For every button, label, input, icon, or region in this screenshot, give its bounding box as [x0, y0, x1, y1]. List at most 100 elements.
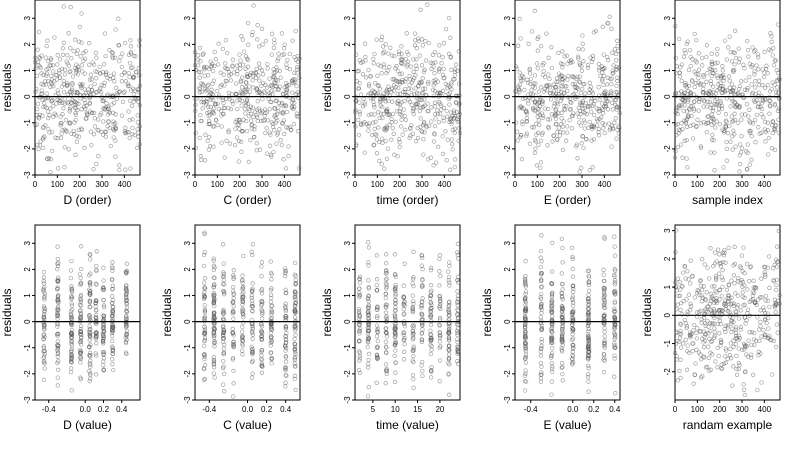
residual-point	[366, 329, 371, 334]
residual-point	[587, 119, 592, 125]
residual-point	[43, 55, 48, 60]
residual-point	[580, 86, 585, 92]
residual-point	[560, 77, 565, 82]
residual-point	[269, 154, 274, 159]
residual-point	[268, 143, 273, 148]
residual-point	[447, 283, 452, 288]
residual-point	[569, 100, 574, 105]
residual-point	[736, 86, 742, 92]
residual-point	[110, 338, 115, 343]
residual-point	[513, 64, 519, 69]
residual-point	[770, 372, 775, 377]
residual-point	[602, 89, 607, 95]
residual-point	[539, 326, 544, 331]
residual-point	[42, 361, 47, 366]
residual-point	[259, 260, 265, 265]
x-axis-label: time (value)	[376, 418, 439, 432]
residual-point	[44, 73, 49, 78]
residual-point	[100, 132, 106, 137]
y-tick-label: 1	[663, 284, 672, 289]
residual-point	[221, 272, 227, 277]
residual-point	[586, 296, 591, 302]
residual-point	[290, 97, 296, 103]
residual-point	[96, 128, 101, 133]
residual-point	[53, 72, 58, 78]
residual-point	[110, 347, 115, 352]
residual-point	[763, 298, 768, 303]
residual-point	[273, 81, 278, 86]
residual-point	[420, 296, 425, 301]
residual-point	[257, 147, 263, 152]
x-tick-label: 300	[575, 180, 589, 189]
residual-point	[294, 83, 299, 89]
residual-point	[243, 66, 248, 71]
residual-point	[446, 360, 451, 366]
residual-point	[55, 314, 60, 319]
residual-point	[33, 66, 38, 71]
residual-point	[205, 138, 210, 144]
residual-point	[281, 157, 286, 162]
residual-point	[437, 330, 443, 335]
residual-point	[602, 298, 607, 303]
residual-point	[588, 99, 594, 104]
residual-point	[761, 305, 766, 310]
residual-point	[410, 293, 415, 298]
residual-point	[119, 64, 125, 70]
residual-point	[397, 91, 403, 97]
residual-point	[606, 121, 612, 126]
residual-point	[422, 67, 427, 72]
residual-point	[284, 314, 289, 319]
residual-point	[614, 64, 619, 70]
residual-point	[93, 351, 98, 356]
residual-point	[211, 144, 216, 149]
residual-point	[269, 120, 274, 125]
residual-point	[46, 66, 51, 71]
residual-point	[709, 122, 714, 127]
residual-point	[108, 73, 113, 78]
residual-point	[559, 110, 564, 115]
x-axis-label: C (value)	[223, 418, 272, 432]
residual-point	[724, 139, 729, 145]
residual-point	[74, 139, 80, 144]
residual-point	[384, 270, 389, 276]
residual-point	[610, 107, 616, 112]
y-tick-label: -3	[343, 171, 352, 179]
residual-point	[285, 57, 290, 63]
residual-point	[739, 112, 745, 117]
x-axis-label: randam example	[683, 418, 773, 432]
residual-point	[411, 348, 416, 354]
residual-point	[55, 88, 60, 93]
residual-point	[570, 254, 575, 259]
residual-point	[730, 134, 735, 139]
residual-point	[560, 147, 566, 153]
residual-point	[193, 131, 198, 136]
residual-point	[733, 325, 739, 330]
residual-point	[773, 123, 779, 128]
residual-point	[372, 89, 377, 94]
x-tick-label: 400	[278, 180, 292, 189]
residual-point	[42, 104, 48, 109]
residual-point	[268, 340, 273, 346]
residual-point	[540, 115, 545, 121]
residual-point	[534, 61, 540, 66]
residual-point	[397, 109, 402, 114]
residual-point	[366, 121, 372, 126]
residual-point	[743, 321, 748, 326]
residual-point	[422, 103, 427, 108]
residual-point	[374, 334, 380, 339]
residual-point	[594, 106, 599, 111]
residual-point	[748, 264, 754, 269]
residual-point	[127, 117, 132, 123]
residual-point	[548, 91, 553, 96]
residual-point	[771, 46, 776, 51]
residual-point	[727, 78, 732, 83]
residual-point	[402, 342, 407, 347]
residual-point	[612, 290, 617, 295]
residual-point	[111, 100, 117, 105]
residual-point	[137, 124, 142, 129]
x-tick-label: 200	[553, 180, 567, 189]
residual-point	[109, 102, 114, 107]
residual-point	[745, 48, 751, 53]
residual-point	[78, 348, 84, 354]
